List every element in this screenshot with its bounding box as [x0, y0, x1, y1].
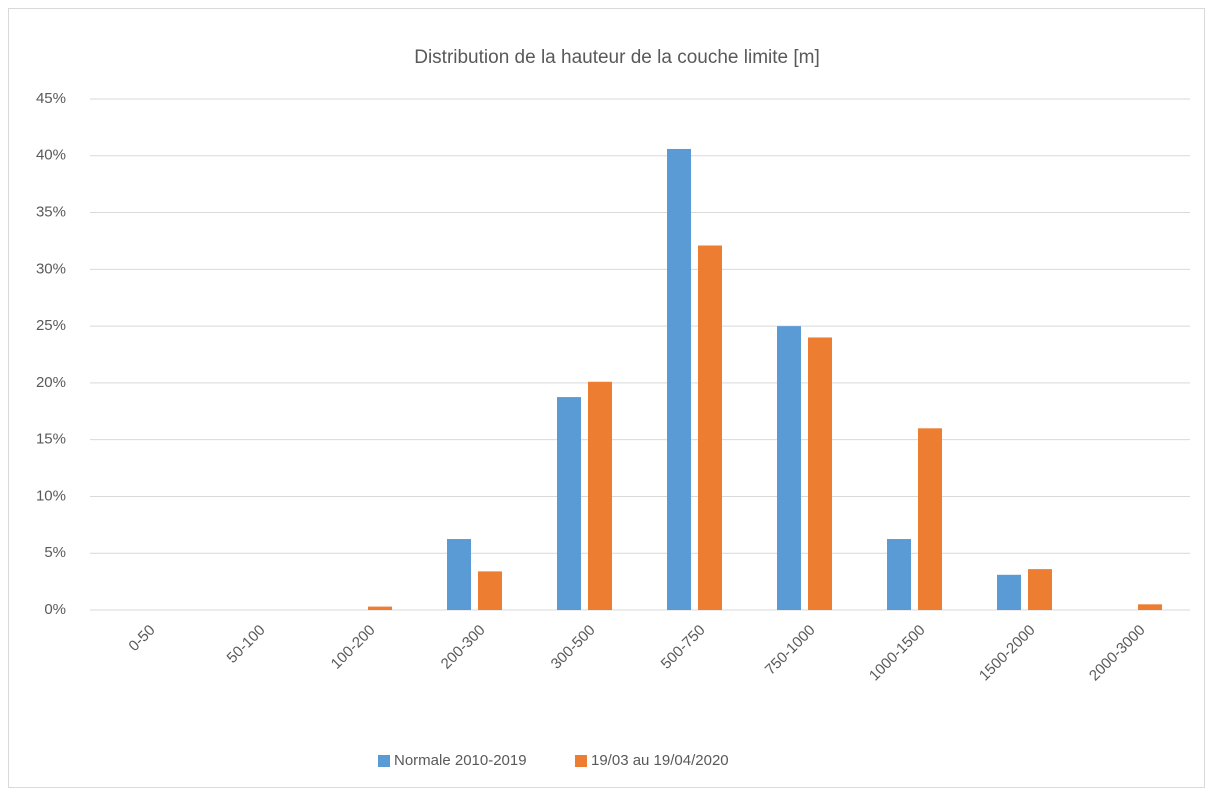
- bar: [368, 606, 392, 610]
- y-tick-label: 10%: [36, 487, 66, 504]
- legend-label: 19/03 au 19/04/2020: [591, 752, 729, 769]
- bar: [557, 397, 581, 610]
- bar: [698, 245, 722, 610]
- bar: [997, 574, 1021, 610]
- y-tick-label: 5%: [44, 544, 66, 561]
- legend-swatch: [378, 755, 390, 767]
- y-tick-label: 45%: [36, 90, 66, 107]
- chart-title: Distribution de la hauteur de la couche …: [414, 47, 820, 68]
- y-tick-label: 25%: [36, 317, 66, 334]
- bar: [1028, 569, 1052, 610]
- bar: [777, 326, 801, 610]
- y-tick-label: 35%: [36, 204, 66, 221]
- bar: [808, 337, 832, 610]
- y-tick-label: 30%: [36, 260, 66, 277]
- y-tick-label: 40%: [36, 147, 66, 164]
- y-tick-label: 15%: [36, 431, 66, 448]
- y-tick-label: 20%: [36, 374, 66, 391]
- bar: [447, 539, 471, 610]
- y-tick-label: 0%: [44, 601, 66, 618]
- bar: [1138, 604, 1162, 610]
- bar: [588, 381, 612, 610]
- legend-label: Normale 2010-2019: [394, 752, 527, 769]
- bar: [918, 428, 942, 610]
- bar: [887, 539, 911, 610]
- legend-swatch: [575, 755, 587, 767]
- bar: [667, 148, 691, 610]
- bar: [478, 571, 502, 610]
